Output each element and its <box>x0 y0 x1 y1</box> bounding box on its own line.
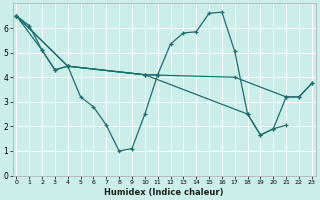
X-axis label: Humidex (Indice chaleur): Humidex (Indice chaleur) <box>104 188 224 197</box>
